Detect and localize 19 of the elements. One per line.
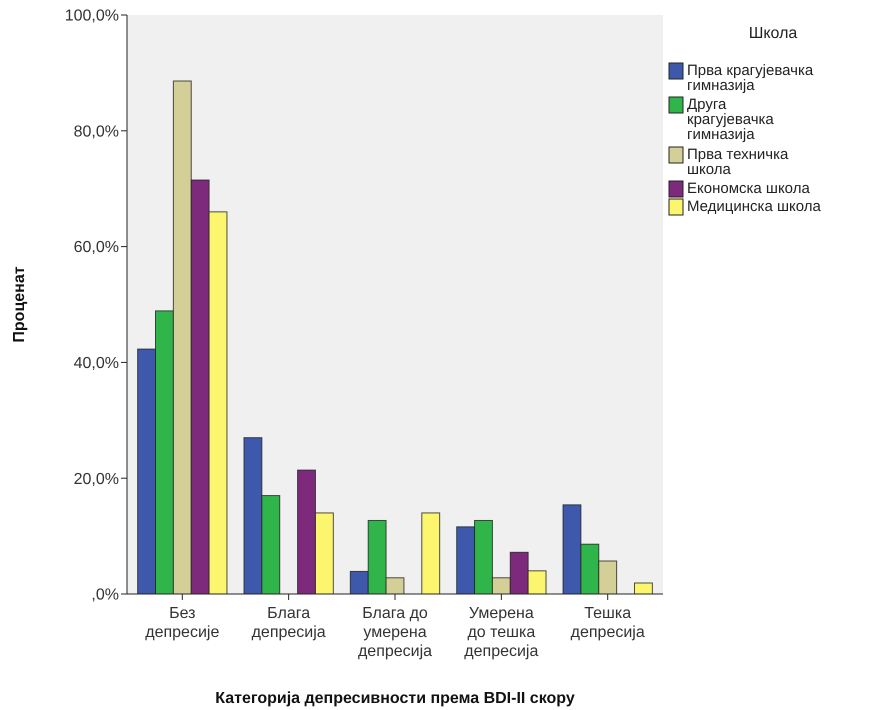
y-tick-label: 60,0%: [74, 239, 119, 256]
x-tick-label: Тешка депресија: [570, 605, 645, 641]
y-tick-label: 100,0%: [64, 8, 119, 25]
x-tick-label: Без депресије: [145, 605, 220, 641]
x-tick-label: Умерена до тешка депресија: [464, 605, 538, 660]
x-tick-label: Блага депресија: [252, 605, 326, 641]
y-tick-label: 40,0%: [74, 355, 119, 372]
x-axis-title: Категорија депресивности према BDI-II скору: [215, 690, 575, 707]
y-tick-label: ,0%: [91, 586, 119, 604]
y-axis-title: Проценат: [11, 266, 28, 343]
legend-label: Прва крагујевачка гимназија: [687, 62, 814, 94]
x-tick-label: Блага до умерена депресија: [358, 605, 432, 660]
legend-label: Економска школа: [687, 180, 810, 197]
legend-label: Прва техничка школа: [687, 146, 790, 178]
y-tick-label: 80,0%: [74, 123, 119, 140]
legend-label: Медицинска школа: [687, 198, 822, 215]
y-tick-label: 20,0%: [74, 470, 119, 488]
legend-title: Школа: [748, 25, 798, 42]
legend-label: Друга крагујевачка гимназија: [687, 96, 774, 143]
